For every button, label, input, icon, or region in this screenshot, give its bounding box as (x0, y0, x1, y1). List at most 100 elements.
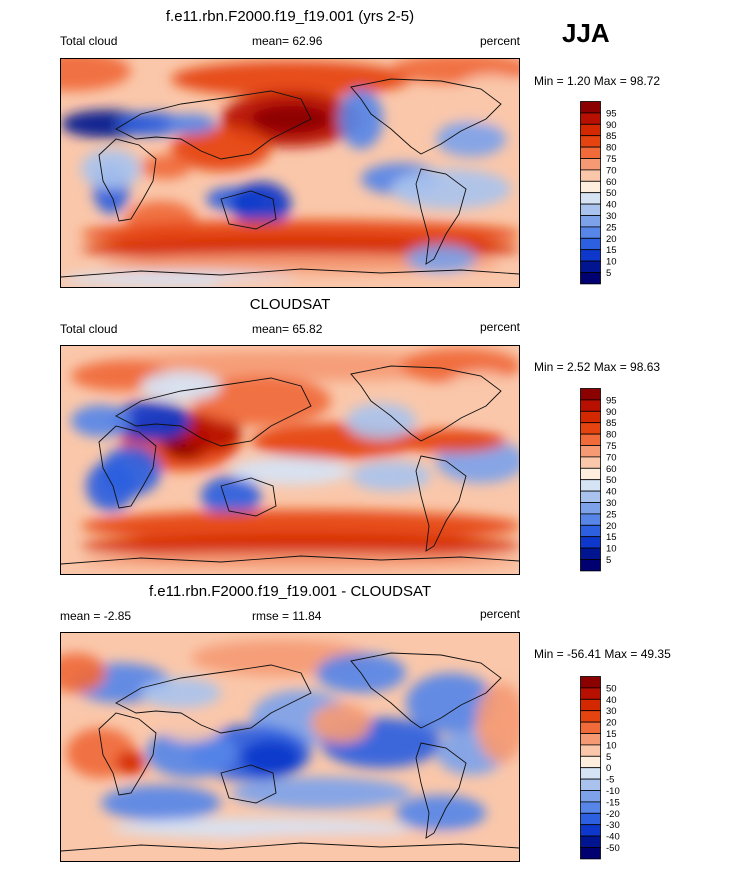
coastline (98, 138, 157, 222)
colorbar-tick-label: -20 (606, 809, 620, 820)
panel-1-map (60, 58, 520, 288)
coastline (61, 555, 519, 565)
colorbar-swatch (580, 524, 601, 538)
coastline (98, 712, 157, 796)
cloud-field-region (81, 510, 519, 542)
colorbar-swatch (580, 687, 601, 700)
map-svg (61, 59, 519, 287)
colorbar-swatch (580, 801, 601, 814)
colorbar-swatch (580, 733, 601, 746)
cloud-field-region (231, 457, 351, 485)
colorbar-swatch (580, 158, 601, 171)
panel-2-mean-label: mean= 65.82 (252, 322, 323, 336)
coastline (115, 90, 312, 160)
colorbar-tick-label: -10 (606, 786, 620, 797)
colorbar-swatch (580, 755, 601, 769)
colorbar-tick-label: 40 (606, 695, 617, 706)
cloud-field-region (101, 785, 221, 821)
coastline (98, 425, 157, 509)
panel-2-map (60, 345, 520, 575)
cloud-field-region (71, 405, 131, 437)
map-svg (61, 633, 519, 861)
cloud-field-region (101, 254, 501, 274)
cloud-field-region (476, 683, 519, 763)
colorbar-tick-label: 20 (606, 234, 617, 245)
map-svg (61, 346, 519, 574)
panel-2-units-label: percent (479, 320, 520, 334)
cloud-field-region (231, 777, 411, 809)
colorbar-swatch (580, 467, 601, 481)
coastline (415, 455, 467, 552)
colorbar-swatch (580, 710, 601, 723)
colorbar-swatch (580, 445, 601, 458)
colorbar-swatch (580, 456, 601, 469)
cloud-field-region (231, 182, 291, 226)
colorbar-tick-label: 5 (606, 752, 611, 763)
cloud-field-region (161, 714, 221, 742)
cloud-field-region (141, 678, 221, 708)
colorbar-swatch (580, 513, 601, 526)
colorbar-tick-label: 95 (606, 395, 617, 406)
colorbar-swatch (580, 698, 601, 712)
colorbar-tick-label: 50 (606, 475, 617, 486)
colorbar-tick-label: 60 (606, 177, 617, 188)
colorbar-swatch (580, 778, 601, 791)
colorbar-swatch (580, 490, 601, 503)
colorbar-swatch (580, 226, 601, 239)
colorbar-tick-label: 15 (606, 532, 617, 543)
cloud-field-region (391, 169, 511, 209)
colorbar-swatch (580, 192, 601, 205)
panel-1-colorbar: 95 90 85 80 75 70 60 50 40 30 25 20 15 10 5 (580, 101, 640, 286)
cloud-field-region (251, 105, 331, 133)
panel-3-units-label: percent (479, 607, 520, 621)
cloud-field-region (396, 429, 506, 453)
cloud-field-region (86, 461, 136, 511)
coastline (115, 664, 312, 734)
colorbar-swatch (580, 249, 601, 262)
colorbar-swatch (580, 744, 601, 757)
colorbar-swatch (580, 824, 601, 837)
cloud-field-region (81, 534, 519, 558)
cloud-field-region (111, 818, 411, 838)
colorbar-swatch (580, 676, 601, 689)
colorbar-tick-label: 90 (606, 407, 617, 418)
colorbar-swatch (580, 502, 601, 515)
panel-2-minmax: Min = 2.52 Max = 98.63 (534, 360, 661, 374)
colorbar-swatch (580, 169, 601, 182)
cloud-field-region (61, 59, 131, 91)
colorbar-swatch (580, 237, 601, 251)
colorbar-swatch (580, 101, 601, 114)
colorbar-tick-label: 30 (606, 211, 617, 222)
cloud-field-region (166, 114, 216, 134)
colorbar-swatch (580, 835, 601, 848)
colorbar-tick-label: 70 (606, 165, 617, 176)
colorbar-tick-label: 95 (606, 108, 617, 119)
colorbar-swatch (580, 479, 601, 492)
colorbar-tick-label: -50 (606, 843, 620, 854)
cloud-field-region (211, 833, 511, 853)
colorbar-tick-label: 85 (606, 131, 617, 142)
cloud-field-region (441, 371, 519, 421)
cloud-field-region (339, 89, 383, 149)
colorbar-tick-label: 80 (606, 430, 617, 441)
cloud-field-region (171, 61, 411, 97)
colorbar-tick-label: 90 (606, 120, 617, 131)
colorbar-swatch (580, 203, 601, 216)
season-label: JJA (562, 18, 610, 48)
colorbar-tick-label: 50 (606, 188, 617, 199)
colorbar-swatch (580, 812, 601, 826)
colorbar-tick-label: 25 (606, 222, 617, 233)
cloud-field-region (346, 403, 416, 439)
colorbar-tick-label: -30 (606, 820, 620, 831)
colorbar-tick-label: 80 (606, 143, 617, 154)
coastline (350, 365, 502, 442)
cloud-field-region (171, 127, 271, 171)
colorbar-tick-label: 15 (606, 729, 617, 740)
panel-1-minmax: Min = 1.20 Max = 98.72 (534, 74, 661, 88)
colorbar-swatch (580, 559, 601, 572)
panel-3-mean-label: mean = -2.85 (60, 609, 132, 623)
colorbar-tick-label: 40 (606, 487, 617, 498)
coastline (415, 742, 467, 839)
